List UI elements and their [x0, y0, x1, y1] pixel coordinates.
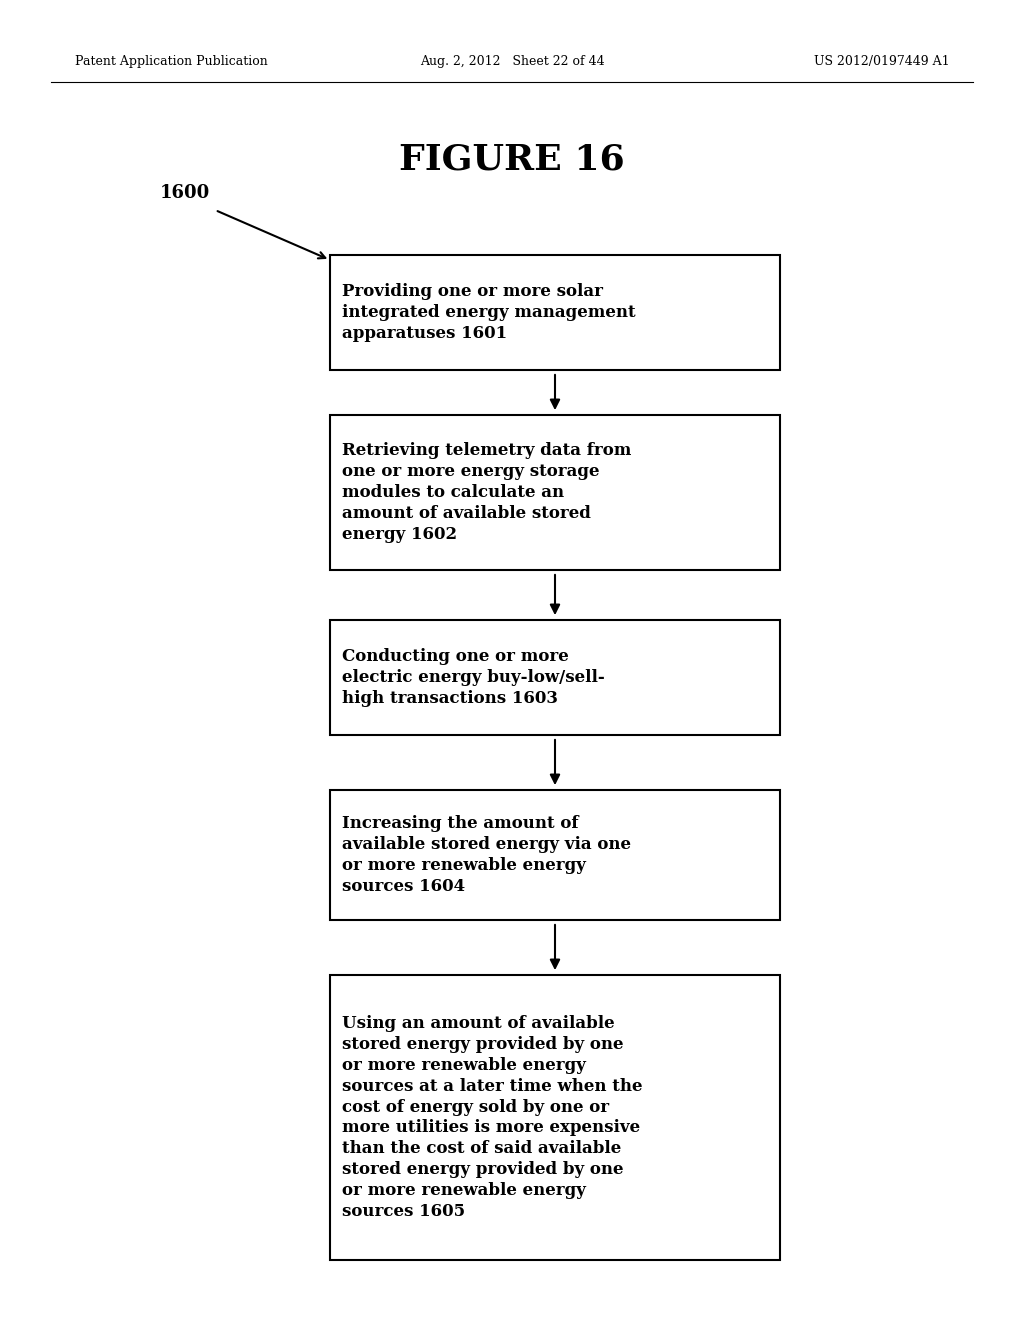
Text: 1600: 1600 [160, 183, 210, 202]
Bar [330, 975, 780, 1261]
Text: Using an amount of available
stored energy provided by one
or more renewable ene: Using an amount of available stored ener… [342, 1015, 642, 1220]
Text: Patent Application Publication: Patent Application Publication [75, 55, 267, 69]
Bar [330, 414, 780, 570]
Text: FIGURE 16: FIGURE 16 [399, 143, 625, 177]
Text: Retrieving telemetry data from
one or more energy storage
modules to calculate a: Retrieving telemetry data from one or mo… [342, 442, 632, 543]
Text: US 2012/0197449 A1: US 2012/0197449 A1 [814, 55, 950, 69]
Bar [330, 620, 780, 735]
Text: Providing one or more solar
integrated energy management
apparatuses 1601: Providing one or more solar integrated e… [342, 282, 636, 342]
Text: Aug. 2, 2012   Sheet 22 of 44: Aug. 2, 2012 Sheet 22 of 44 [420, 55, 604, 69]
Bar [330, 255, 780, 370]
Text: Conducting one or more
electric energy buy-low/sell-
high transactions 1603: Conducting one or more electric energy b… [342, 648, 605, 708]
Text: Increasing the amount of
available stored energy via one
or more renewable energ: Increasing the amount of available store… [342, 816, 631, 895]
Bar [330, 789, 780, 920]
